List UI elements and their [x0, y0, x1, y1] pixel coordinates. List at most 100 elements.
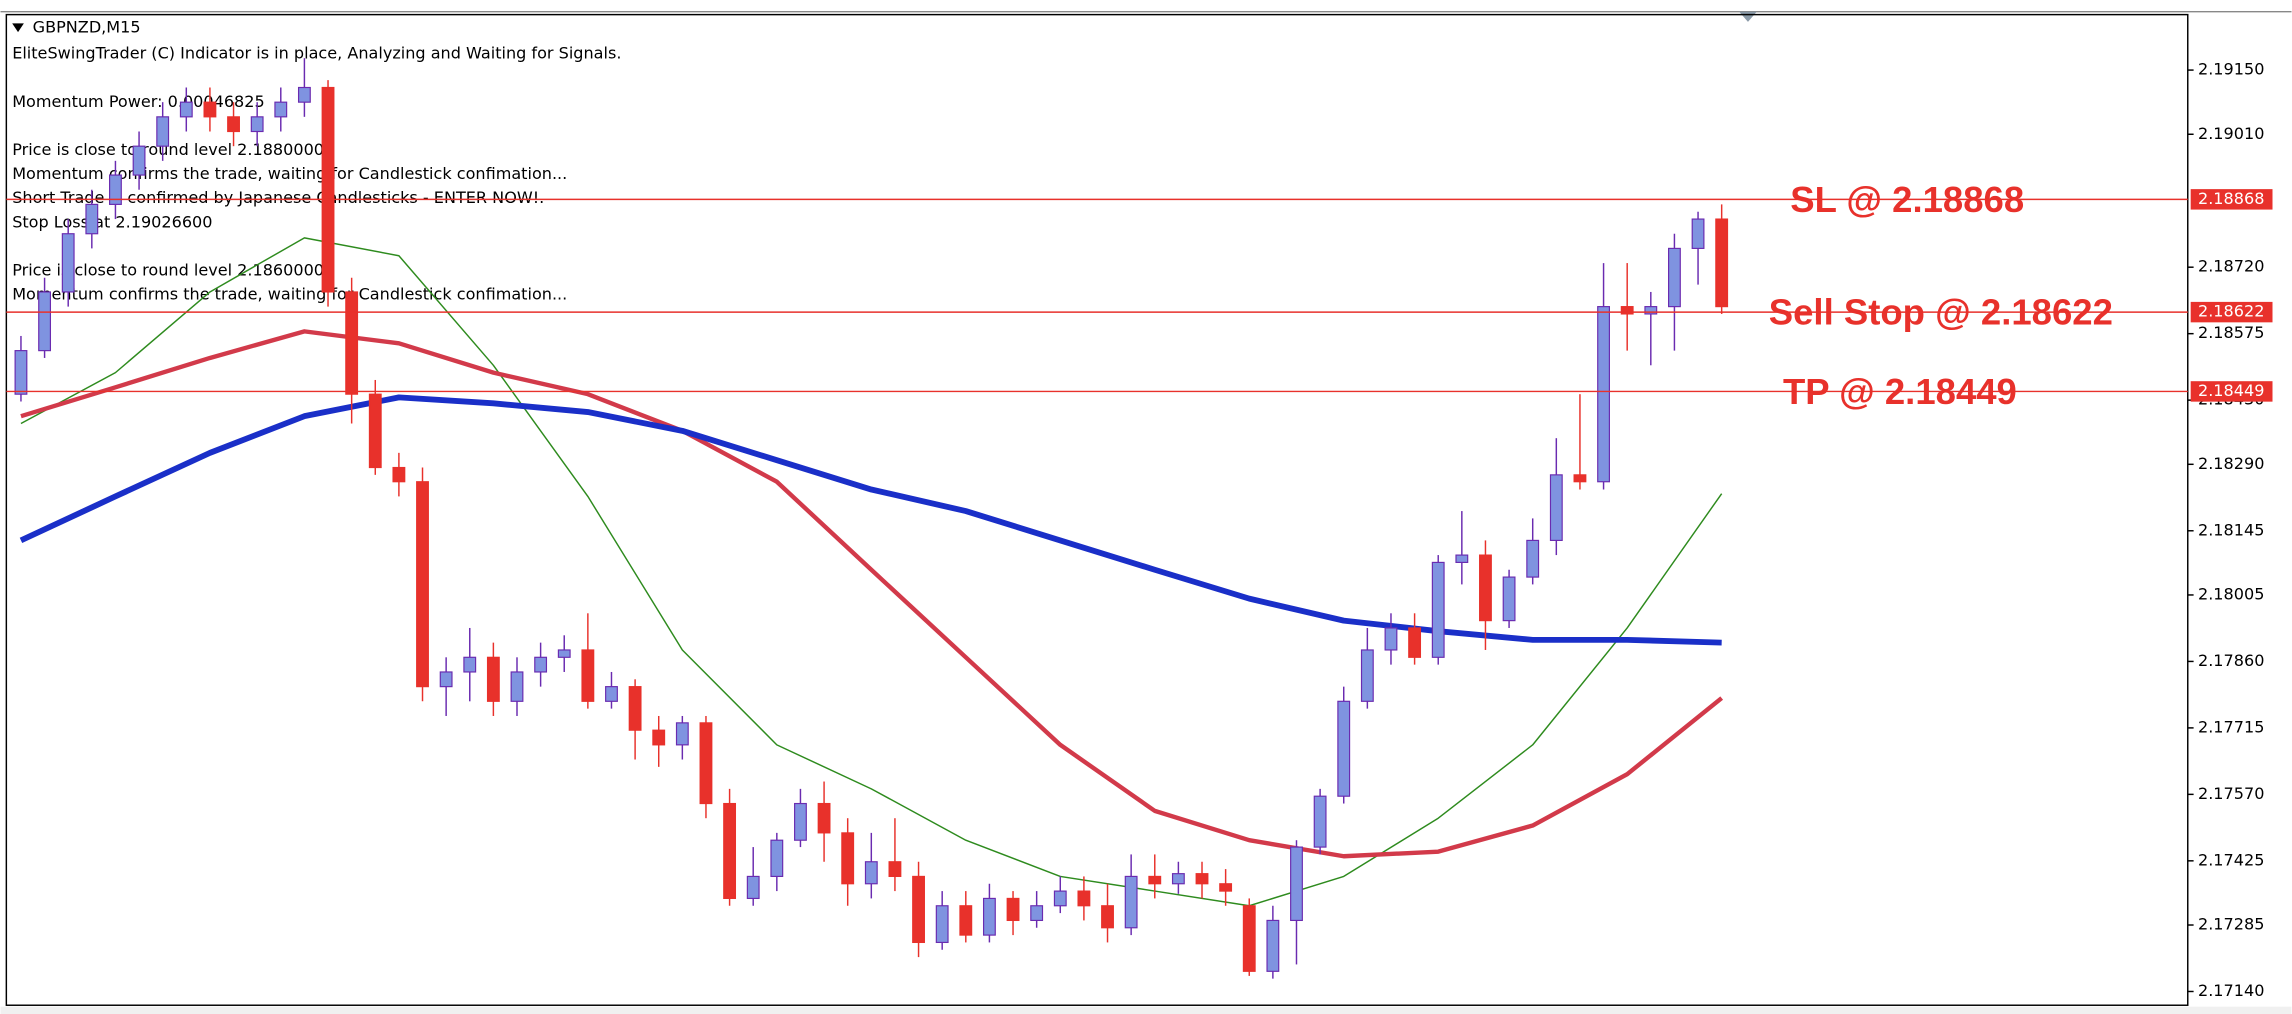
moving-average [20, 237, 1723, 907]
y-tick-label: 2.19010 [2198, 124, 2264, 143]
candle-body [297, 86, 311, 103]
y-tick-label: 2.18575 [2198, 323, 2264, 342]
candle-body [557, 649, 571, 658]
candle-body [368, 393, 382, 469]
y-tick-label: 2.17715 [2198, 717, 2264, 736]
y-tick-label: 2.18145 [2198, 520, 2264, 539]
candle-body [1549, 474, 1563, 541]
candle-body [605, 686, 618, 702]
candle-body [203, 101, 217, 118]
comment-line: EliteSwingTrader (C) Indicator is in pla… [12, 44, 621, 63]
comment-line: Price is close to round level 2.18800000 [12, 140, 334, 159]
candle-body [1384, 627, 1398, 651]
y-tick-label: 2.18290 [2198, 454, 2264, 473]
candle-body [250, 116, 264, 133]
comment-line: Short Trade is confirmed by Japanese Can… [12, 188, 544, 207]
candle-body [179, 101, 193, 118]
candle-body [109, 174, 122, 205]
candle-body [1431, 561, 1445, 658]
y-tick-label: 2.17570 [2198, 784, 2264, 803]
candle-body [132, 145, 146, 176]
candle-body [1479, 554, 1492, 622]
collapse-arrow[interactable] [12, 23, 24, 33]
candle-body [652, 729, 666, 746]
candle-body [1620, 306, 1634, 315]
comment-line: Momentum confirms the trade, waiting for… [12, 164, 567, 183]
plot-frame [5, 13, 2189, 1006]
candle-body [1668, 247, 1681, 308]
candle-body [1077, 890, 1091, 907]
candle-body [1644, 306, 1658, 315]
candle-body [416, 481, 429, 688]
candle-body [888, 861, 902, 878]
candle-body [699, 722, 713, 805]
candle-body [1597, 306, 1610, 483]
candle-body [1455, 554, 1469, 563]
candle-body [439, 671, 453, 688]
candle-body [1360, 649, 1374, 702]
candle-body [1030, 905, 1044, 922]
candle-body [841, 832, 855, 885]
scrollbar [0, 1006, 2292, 1014]
moving-average [20, 329, 1724, 859]
candle-body [85, 203, 99, 235]
candle-body [1219, 883, 1233, 892]
candle-body [321, 86, 335, 293]
candle-body [982, 897, 996, 936]
candle-body [1266, 919, 1280, 972]
candle-body [1006, 897, 1020, 922]
candle-body [794, 802, 807, 841]
candle-body [1195, 873, 1209, 885]
price-label: 2.18868 [2198, 189, 2264, 208]
candle-body [628, 686, 642, 731]
y-tick-label: 2.18720 [2198, 257, 2264, 276]
candle-body [61, 233, 75, 293]
candle-body [864, 861, 878, 885]
candle-body [1691, 218, 1705, 249]
candle-body [463, 656, 477, 673]
candle-body [1573, 474, 1587, 483]
candle-body [156, 116, 170, 147]
candle-body [227, 116, 240, 133]
price-label: 2.18622 [2198, 302, 2264, 321]
candle-body [1124, 875, 1138, 929]
y-tick-label: 2.19150 [2198, 60, 2264, 79]
comment-line: Momentum Power: 0.00046825 [12, 92, 265, 111]
comment-line: Stop Loss at 2.19026600 [12, 212, 212, 231]
y-tick-label: 2.17285 [2198, 915, 2264, 934]
candle-body [959, 905, 973, 936]
y-tick-label: 2.17860 [2198, 651, 2264, 670]
chart-title: GBPNZD,M15 [33, 17, 141, 36]
candle-body [675, 722, 689, 746]
candle-body [1148, 875, 1162, 885]
candle-body [1242, 905, 1256, 972]
comment-line: Price is close to round level 2.18600000 [12, 261, 334, 280]
y-tick-label: 2.18005 [2198, 584, 2264, 603]
candle-body [14, 350, 28, 395]
candle-body [1715, 218, 1729, 308]
price-label-box [2190, 301, 2273, 323]
candle-body [912, 875, 925, 944]
candle-body [581, 649, 595, 702]
candle-body [534, 656, 548, 673]
candle-body [1502, 576, 1516, 622]
candle-body [723, 802, 737, 900]
candle-body [1337, 700, 1351, 797]
candle-body [486, 656, 500, 702]
comment-line: Momentum confirms the trade, waiting for… [12, 285, 567, 304]
price-label-box [2190, 381, 2273, 402]
candle-body [510, 671, 524, 702]
candle-body [817, 802, 831, 834]
candle-body [746, 875, 760, 900]
price-label: 2.18449 [2198, 381, 2264, 400]
y-tick-label: 2.17140 [2198, 981, 2264, 1000]
candle-body [1313, 795, 1327, 848]
candle-body [1053, 890, 1067, 907]
y-tick-label: 2.17425 [2198, 850, 2264, 869]
candle-body [1408, 627, 1422, 658]
candle-body [38, 291, 52, 352]
candle-body [274, 101, 288, 118]
